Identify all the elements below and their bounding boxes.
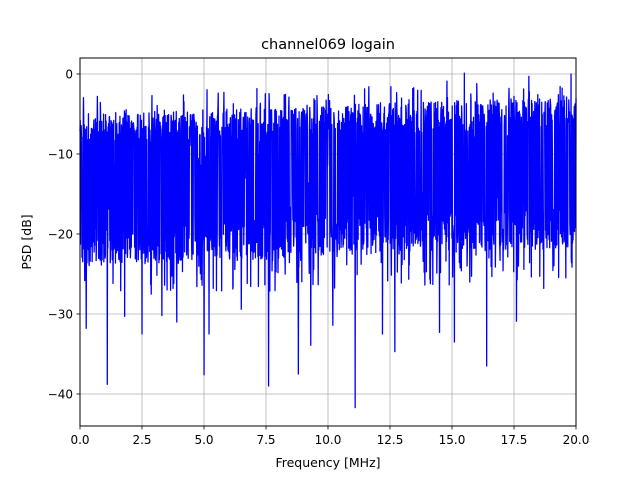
y-tick-label: −40 — [48, 387, 73, 401]
ticks: 0.0 2.5 5.0 7.5 10.0 12.5 15.0 17.5 20.0 −40 −30 −2… — [48, 67, 590, 447]
y-tick-label: −20 — [48, 227, 73, 241]
x-tick-label: 15.0 — [439, 433, 466, 447]
y-tick-label: 0 — [65, 67, 73, 81]
x-axis-label: Frequency [MHz] — [275, 455, 380, 470]
x-tick-label: 12.5 — [377, 433, 404, 447]
chart-title: channel069 logain — [261, 37, 395, 53]
psd-series-line — [79, 72, 577, 409]
plot-area — [79, 72, 577, 409]
x-tick-label: 0.0 — [70, 433, 89, 447]
x-tick-label: 7.5 — [256, 433, 275, 447]
x-tick-label: 2.5 — [132, 433, 151, 447]
x-tick-label: 10.0 — [315, 433, 342, 447]
x-tick-label: 17.5 — [501, 433, 528, 447]
y-tick-label: −30 — [48, 307, 73, 321]
y-axis-label: PSD [dB] — [19, 214, 34, 269]
y-tick-label: −10 — [48, 147, 73, 161]
x-tick-label: 20.0 — [563, 433, 590, 447]
x-tick-label: 5.0 — [194, 433, 213, 447]
